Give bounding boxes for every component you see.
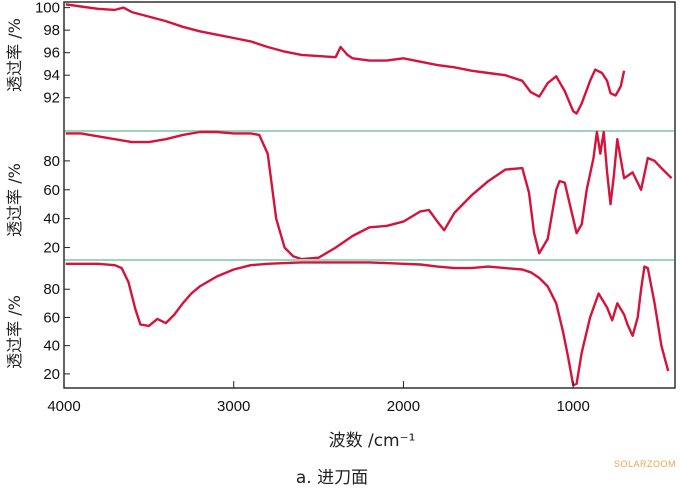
panel-1-ytick-label-100: 100: [35, 0, 60, 17]
panel-3: 透过率 /% 20 40 60 80: [5, 259, 674, 387]
plot-frame: [63, 1, 676, 389]
panel-2-ytick-label-60: 60: [43, 182, 60, 199]
watermark-text: SOLARZOOM: [614, 459, 676, 469]
panel-3-ytick-label-60: 60: [43, 309, 60, 326]
panel-3-series: [65, 261, 670, 387]
panel-1-spectrum-line: [65, 3, 626, 115]
panel-2-spectrum-line: [65, 130, 673, 261]
panel-2-ytick-label-40: 40: [43, 211, 60, 228]
panel-3-ytick-label-80: 80: [43, 281, 60, 298]
x-tick-label-4000: 4000: [47, 398, 80, 415]
panel-1-ytick-label-96: 96: [43, 45, 60, 62]
panel-3-ytick-label-20: 20: [43, 366, 60, 383]
panel-2-ytick-label-80: 80: [43, 153, 60, 170]
panel-2: 透过率 /% 20 40 60 80: [5, 130, 674, 261]
panel-1-yticks: 92 94 96 98 100: [35, 0, 70, 107]
panel-3-ylabel: 透过率 /%: [5, 295, 24, 369]
x-axis-label: 波数 /cm⁻¹: [329, 431, 416, 451]
panel-2-ytick-label-20: 20: [43, 240, 60, 257]
panel-1-series: [65, 3, 626, 115]
panel-2-series: [65, 130, 673, 261]
panel-1-ytick-label-94: 94: [43, 67, 60, 84]
figure-caption: a. 进刀面: [296, 468, 368, 488]
panel-1: 透过率 /% 92 94 96 98 100: [5, 0, 626, 115]
panel-1-ytick-label-98: 98: [43, 22, 60, 39]
panel-3-ytick-label-40: 40: [43, 338, 60, 355]
panel-1-ytick-label-92: 92: [43, 90, 60, 107]
panel-2-ylabel: 透过率 /%: [5, 163, 24, 237]
panel-2-yticks: 20 40 60 80: [43, 153, 70, 257]
panel-3-spectrum-line: [65, 261, 670, 387]
x-tick-label-3000: 3000: [217, 398, 250, 415]
panel-3-yticks: 20 40 60 80: [43, 281, 70, 383]
x-axis: 4000 3000 2000 1000: [47, 381, 590, 415]
x-tick-label-2000: 2000: [387, 398, 420, 415]
x-tick-label-1000: 1000: [556, 398, 589, 415]
panel-1-ylabel: 透过率 /%: [5, 18, 24, 92]
